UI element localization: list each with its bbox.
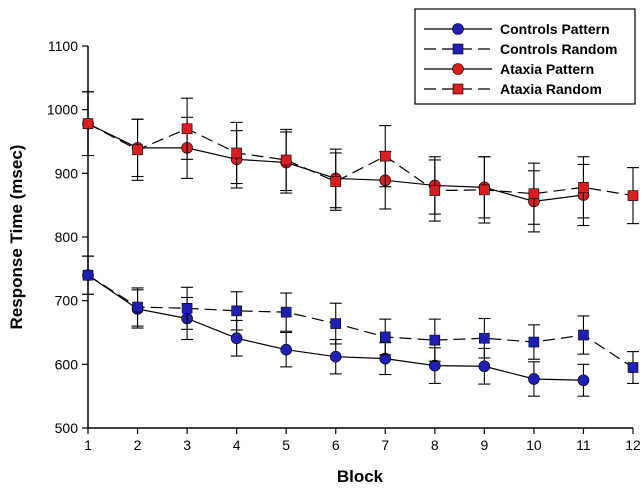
- data-point: [329, 350, 342, 363]
- y-tick-label: 600: [55, 356, 79, 372]
- x-ticks: 1 2 3 4 5 6 7 8 9 10 11 12: [84, 428, 641, 453]
- data-point: [627, 190, 639, 201]
- data-point: [528, 188, 540, 200]
- data-point: [578, 182, 589, 193]
- x-tick-label: 11: [576, 437, 591, 453]
- data-point: [280, 306, 292, 318]
- data-point: [429, 359, 441, 372]
- y-tick-label: 1100: [48, 38, 78, 54]
- data-point: [181, 303, 193, 314]
- data-point: [479, 332, 490, 344]
- legend-marker: [452, 23, 464, 35]
- y-tick-label: 500: [55, 420, 79, 436]
- x-tick-label: 1: [84, 437, 92, 453]
- x-tick-label: 8: [431, 437, 439, 453]
- data-point: [379, 331, 391, 343]
- data-point: [578, 329, 589, 341]
- data-point: [429, 185, 441, 196]
- data-point: [479, 184, 490, 196]
- x-tick-label: 2: [134, 437, 142, 453]
- y-ticks: 500 600 700 800 900 1000 1100: [47, 38, 88, 436]
- x-tick-label: 5: [282, 437, 290, 453]
- series-line: [87, 123, 634, 197]
- data-point: [627, 362, 639, 373]
- data-point: [132, 144, 143, 156]
- y-tick-label: 1000: [47, 102, 78, 118]
- y-tick-label: 800: [55, 229, 79, 245]
- legend-label: Ataxia Pattern: [500, 61, 594, 77]
- data-point: [330, 176, 342, 187]
- legend: Controls Pattern Controls Random Ataxia Pa…: [414, 8, 636, 105]
- data-point: [577, 374, 590, 387]
- y-tick-label: 900: [55, 165, 79, 181]
- legend-label: Controls Pattern: [500, 21, 610, 37]
- data-point: [528, 373, 540, 385]
- data-point: [82, 118, 94, 129]
- data-point: [429, 334, 441, 346]
- y-axis-title: Response Time (msec): [7, 145, 26, 330]
- legend-marker: [452, 43, 464, 55]
- legend-label: Controls Random: [500, 41, 617, 57]
- legend-marker: [452, 63, 464, 75]
- x-tick-label: 7: [381, 437, 389, 453]
- x-tick-label: 10: [526, 437, 542, 453]
- series-ataxia-random: [82, 91, 639, 225]
- legend-box: [414, 8, 636, 105]
- x-tick-label: 3: [183, 437, 191, 453]
- legend-label: Ataxia Random: [500, 81, 602, 97]
- data-point: [280, 154, 292, 166]
- data-point: [379, 150, 391, 162]
- series-controls-random: [82, 255, 639, 384]
- data-point: [478, 360, 491, 373]
- x-tick-label: 6: [332, 437, 340, 453]
- x-tick-label: 12: [625, 437, 641, 453]
- data-point: [330, 318, 342, 329]
- data-point: [280, 343, 292, 356]
- legend-marker: [452, 83, 464, 95]
- x-axis-title: Block: [337, 467, 384, 486]
- data-point: [231, 147, 242, 159]
- data-point: [181, 123, 193, 135]
- series-line: [87, 274, 634, 369]
- y-tick-label: 700: [55, 293, 79, 309]
- plot-area: [82, 91, 639, 397]
- data-point: [132, 301, 143, 313]
- data-point: [230, 332, 243, 345]
- x-tick-label: 9: [480, 437, 488, 453]
- data-point: [82, 269, 94, 281]
- data-point: [231, 305, 242, 317]
- x-tick-label: 4: [233, 437, 241, 453]
- data-point: [528, 336, 540, 348]
